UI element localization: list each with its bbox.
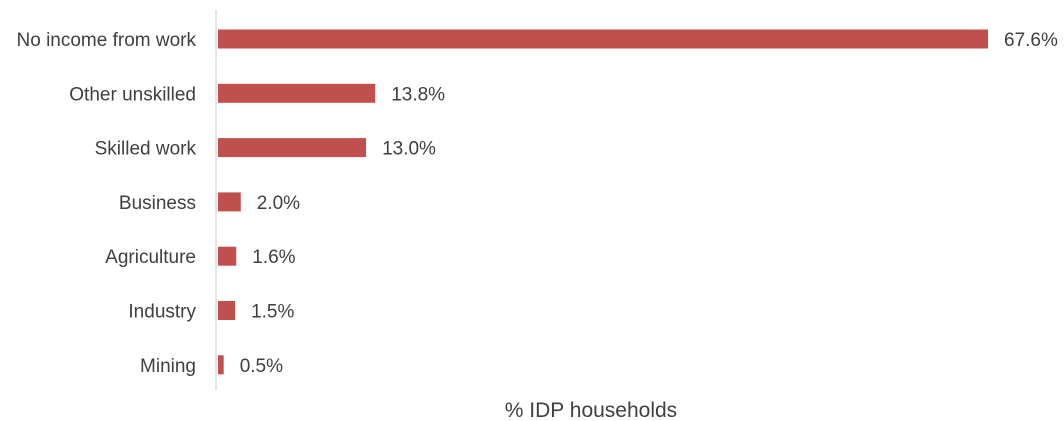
value-labels: 67.6% 13.8% 13.0% 2.0% 1.6% 1.5% 0.5% [240,30,1058,377]
category-label: Agriculture [105,247,196,268]
bar [218,192,241,212]
category-label: Other unskilled [69,84,196,105]
category-label: Skilled work [95,139,197,160]
bar [218,83,376,103]
category-label: No income from work [17,30,197,51]
value-label: 1.6% [252,247,295,268]
value-label: 13.8% [391,84,445,105]
category-label: Mining [140,356,196,377]
x-axis-title: % IDP households [505,399,677,421]
value-label: 0.5% [240,356,283,377]
value-label: 1.5% [251,302,294,323]
category-label: Industry [128,302,196,323]
bars-group [218,29,988,375]
bar [218,246,237,266]
value-label: 13.0% [382,139,436,160]
value-label: 2.0% [257,193,300,214]
bar [218,301,236,320]
bar [218,138,367,158]
bar [218,355,224,375]
category-labels: No income from work Other unskilled Skille… [17,30,197,377]
category-label: Business [119,193,196,214]
bar [218,29,988,49]
value-label: 67.6% [1004,30,1058,51]
